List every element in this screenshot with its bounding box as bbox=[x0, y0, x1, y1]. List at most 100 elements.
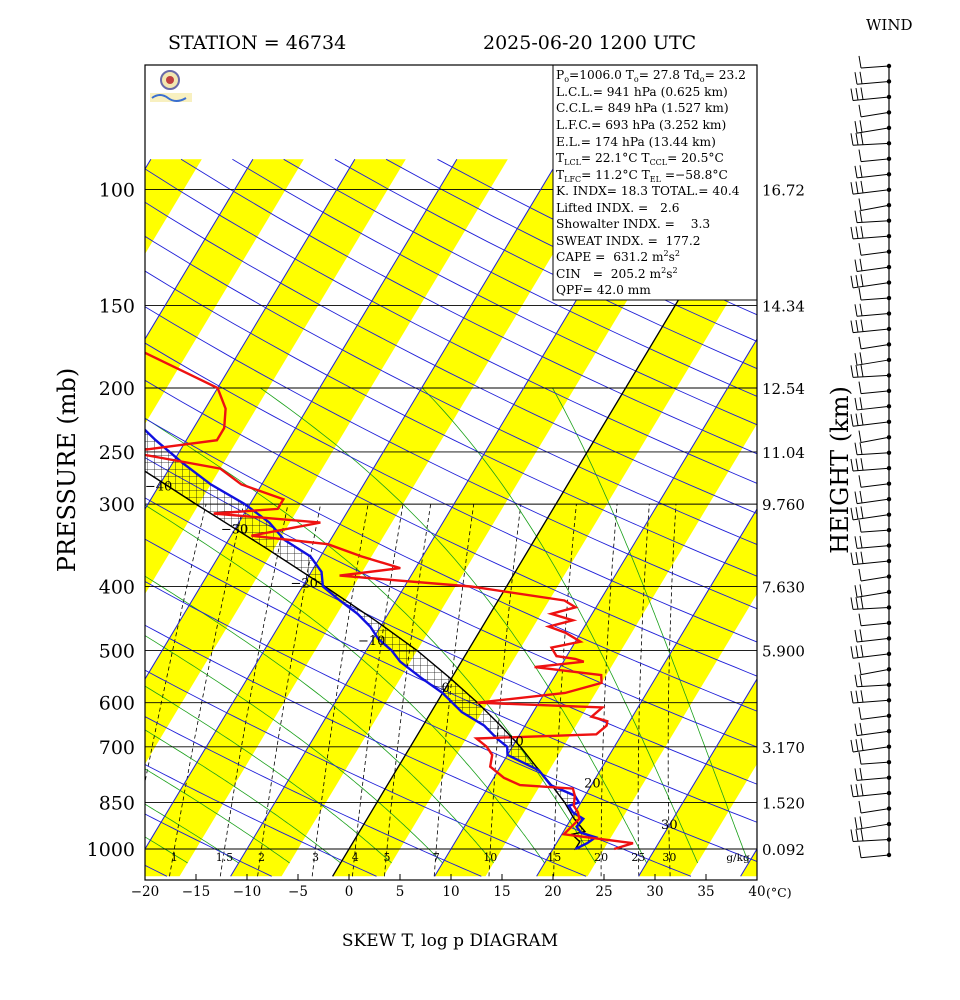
isotherm-line bbox=[434, 338, 757, 877]
wind-title: WIND bbox=[866, 16, 913, 34]
wind-barb bbox=[860, 65, 890, 69]
dry-adiabat bbox=[145, 624, 692, 877]
info-lcl: 941 hPa (0.625 km) bbox=[607, 85, 728, 99]
wind-flag bbox=[850, 507, 854, 520]
wind-flag bbox=[850, 275, 854, 288]
wind-flag bbox=[850, 182, 854, 195]
wind-flag bbox=[858, 519, 862, 533]
wind-barb bbox=[856, 80, 890, 85]
wind-flag bbox=[850, 552, 854, 565]
wind-flag bbox=[860, 87, 864, 100]
isotherm-label: −20 bbox=[290, 577, 317, 592]
pressure-tick-labels: 100 150 200 250 300 400 500 600 700 850 1000 bbox=[87, 179, 135, 861]
x-tick-label: 15 bbox=[493, 884, 510, 900]
wind-flag bbox=[850, 365, 854, 378]
x-tick-label: 40 bbox=[748, 884, 765, 900]
wind-barb bbox=[856, 220, 890, 224]
wind-barb bbox=[860, 251, 890, 256]
info-ccl: 849 hPa (1.527 km) bbox=[608, 101, 729, 115]
wind-barb bbox=[852, 96, 890, 102]
moist-adiabat bbox=[260, 387, 647, 864]
isotherm-label: 20 bbox=[584, 776, 601, 791]
dry-adiabat bbox=[145, 418, 757, 712]
x-unit-label: (°C) bbox=[766, 885, 792, 900]
wind-barb bbox=[860, 715, 890, 720]
wind-barb bbox=[860, 204, 890, 211]
pressure-tick-label: 600 bbox=[99, 693, 135, 715]
wind-flag bbox=[858, 104, 862, 117]
isotherm-band bbox=[145, 159, 202, 254]
wind-flag bbox=[854, 259, 858, 272]
isotherm-label: 0 bbox=[441, 681, 449, 696]
wind-flag bbox=[858, 149, 862, 162]
moist-adiabat bbox=[145, 635, 443, 864]
wind-flag bbox=[860, 690, 864, 703]
info-cape: 631.2 bbox=[613, 250, 648, 264]
wind-flag bbox=[860, 458, 864, 471]
wind-flag bbox=[850, 458, 854, 472]
wind-flag bbox=[855, 829, 859, 842]
wind-barb bbox=[852, 282, 890, 289]
moist-adiabat bbox=[145, 685, 392, 864]
info-cin-line: CIN = 205.2 m2s2 bbox=[556, 266, 678, 281]
wind-flag bbox=[854, 121, 858, 134]
wind-flag bbox=[860, 738, 864, 751]
wind-barb bbox=[852, 839, 890, 842]
x-tick-label: 5 bbox=[396, 884, 405, 900]
wind-flag bbox=[854, 165, 858, 178]
pressure-tick-label: 1000 bbox=[87, 839, 135, 861]
wind-barb bbox=[852, 746, 890, 753]
x-tick-label: −5 bbox=[288, 884, 308, 900]
x-tick-label: −10 bbox=[233, 884, 262, 900]
dewpoint-line bbox=[145, 428, 599, 851]
wind-flag bbox=[860, 180, 864, 194]
wind-flag bbox=[855, 552, 859, 565]
wind-flag bbox=[850, 829, 854, 842]
wind-flag bbox=[859, 674, 863, 687]
wind-flag bbox=[859, 71, 863, 84]
wind-flag bbox=[859, 816, 863, 829]
x-tick-label: −20 bbox=[131, 884, 160, 900]
dry-adiabat bbox=[145, 235, 757, 546]
wind-flag bbox=[858, 752, 862, 765]
mixing-ratio-label: 30 bbox=[662, 851, 676, 864]
info-cape-line: CAPE = 631.2 m2s2 bbox=[556, 249, 680, 264]
height-tick-label: 0.092 bbox=[762, 841, 805, 859]
wind-flag bbox=[858, 800, 862, 814]
moist-adiabat bbox=[145, 768, 290, 864]
info-el: 174 hPa (13.44 km) bbox=[595, 135, 716, 149]
wind-flag bbox=[860, 364, 864, 377]
isotherm-line bbox=[145, 159, 560, 850]
wind-flag bbox=[860, 412, 864, 426]
wind-flag bbox=[850, 784, 854, 797]
isotherm-band bbox=[145, 159, 304, 424]
wind-flag bbox=[859, 490, 863, 503]
wind-dot bbox=[886, 496, 892, 502]
wind-barb bbox=[860, 761, 890, 765]
wind-flag bbox=[854, 817, 858, 830]
info-cin: 205.2 bbox=[611, 267, 646, 281]
info-tlfc: 11.2°C bbox=[595, 168, 638, 182]
wind-flag bbox=[859, 397, 863, 410]
mixing-ratio-labels: 0.7 1 1.5 2 3 4 5 7 10 15 20 25 30 g/kg bbox=[171, 851, 750, 864]
wind-flag bbox=[858, 287, 862, 301]
wind-barb bbox=[852, 792, 890, 798]
wind-barb bbox=[856, 359, 890, 366]
info-showalter-line: Showalter INDX. = 3.3 bbox=[556, 217, 710, 231]
dry-adiabat bbox=[145, 270, 757, 577]
wind-flag bbox=[858, 568, 862, 582]
isotherm-line bbox=[145, 159, 356, 510]
mixing-ratio-label: 4 bbox=[352, 851, 359, 864]
x-tick-label: 25 bbox=[595, 884, 612, 900]
dry-adiabat bbox=[145, 669, 587, 877]
isotherm-line bbox=[145, 159, 254, 340]
wind-dot bbox=[886, 404, 892, 409]
wind-flag bbox=[854, 629, 858, 643]
wind-flag bbox=[854, 768, 858, 781]
mixing-ratio-line bbox=[219, 504, 289, 877]
right-axis-label: HEIGHT (km) bbox=[826, 386, 854, 554]
wind-flag bbox=[858, 198, 862, 211]
wind-flag bbox=[855, 275, 859, 288]
wind-flag bbox=[858, 662, 862, 675]
